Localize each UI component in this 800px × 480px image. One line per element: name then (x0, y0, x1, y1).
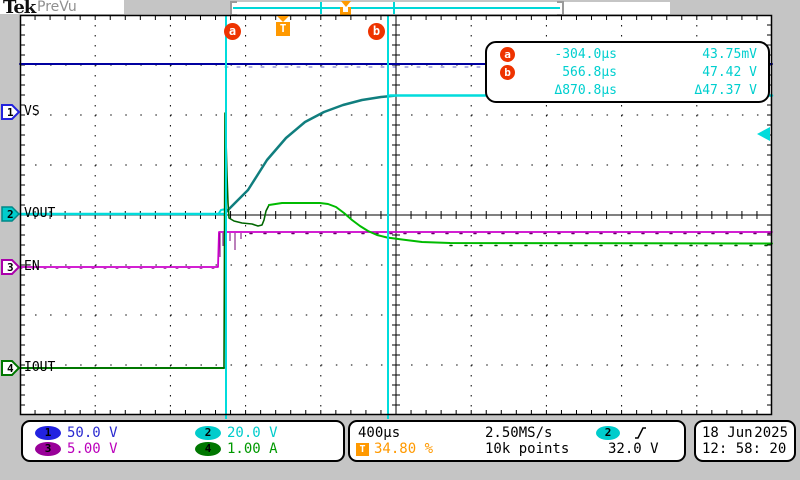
svg-text:3: 3 (7, 261, 14, 274)
svg-text:2: 2 (7, 208, 14, 221)
ch2-badge: 2 (195, 426, 221, 440)
ch3-ground-badge: 3 (1, 259, 20, 275)
tek-logo: Tek (3, 0, 36, 18)
trigger-position-icon: T (356, 443, 369, 456)
trigger-position-marker: T (276, 22, 290, 36)
trigger-source-badge: 2 (596, 426, 620, 440)
cursor-b-value: 47.42 V (702, 64, 757, 80)
timebase-scale: 400µs (358, 425, 401, 441)
date-year: 2025 (754, 425, 788, 441)
ch1-label: VS (24, 104, 40, 119)
trigger-position-percent: 34.80 % (374, 441, 434, 457)
cursor-readout-box: a -304.0µs 43.75mV b 566.8µs 47.42 V Δ87… (485, 41, 770, 103)
record-trigger-position-icon (343, 7, 348, 12)
cursor-b-badge: b (500, 64, 515, 80)
channel-scales-box: 1 50.0 V 2 20.0 V 3 5.00 V 4 1.00 A (21, 420, 345, 462)
ch2-vout-rise (224, 94, 396, 214)
record-window-right-bracket (557, 1, 564, 16)
ch1-scale: 50.0 V (67, 425, 118, 441)
horizontal-trigger-box: 400µs 2.50MS/s 2 T 34.80 % 10k points 32… (348, 420, 686, 462)
record-length: 10k points (485, 441, 570, 457)
cursor-delta-readout: Δ870.8µs Δ47.37 V (487, 81, 768, 99)
datetime-box: 18 Jun 2025 12: 58: 20 (694, 420, 796, 462)
record-cursor-a-tick (320, 2, 322, 14)
ch2-label: VOUT (24, 206, 56, 221)
cursor-b-marker: b (368, 23, 385, 40)
ch3-label: EN (24, 259, 40, 274)
sample-rate: 2.50MS/s (485, 425, 553, 441)
trigger-position-marker-icon (277, 16, 289, 22)
record-view-line (233, 7, 560, 9)
ch4-iout-on (268, 202, 773, 245)
svg-text:4: 4 (7, 362, 14, 375)
cursor-a-time: -304.0µs (554, 46, 617, 62)
clock-time: 12: 58: 20 (702, 441, 787, 457)
ch2-scale: 20.0 V (227, 425, 278, 441)
ch4-ground-badge: 4 (1, 360, 20, 376)
trigger-slope-rising-icon (635, 427, 646, 439)
cursor-b-time: 566.8µs (562, 64, 617, 80)
ch1-ground-badge: 1 (1, 104, 20, 120)
ch4-scale: 1.00 A (227, 441, 278, 457)
cursor-delta-time: Δ870.8µs (554, 82, 617, 98)
trigger-level-arrow-icon (757, 127, 770, 141)
date-day: 18 Jun (702, 425, 753, 441)
header-patch (0, 0, 124, 14)
cursor-a-readout: a -304.0µs 43.75mV (487, 45, 768, 63)
record-window-left-bracket (230, 1, 237, 16)
cursor-a-marker: a (224, 23, 241, 40)
ch4-badge: 4 (195, 442, 221, 456)
svg-text:1: 1 (7, 106, 14, 119)
cursor-a-badge: a (500, 46, 515, 62)
acquisition-mode-label: PreVu (37, 0, 77, 15)
ch3-en (19, 231, 773, 268)
trigger-level: 32.0 V (608, 441, 659, 457)
cursor-delta-value: Δ47.37 V (694, 82, 757, 98)
record-trigger-position-icon (341, 1, 351, 7)
cursor-b-readout: b 566.8µs 47.42 V (487, 63, 768, 81)
ch3-badge: 3 (35, 442, 61, 456)
record-cursor-b-tick (393, 2, 395, 14)
ch1-badge: 1 (35, 426, 61, 440)
waveform-display (18, 14, 774, 419)
ch4-label: IOUT (24, 360, 56, 375)
ch2-ground-badge: 2 (1, 206, 20, 222)
ch3-scale: 5.00 V (67, 441, 118, 457)
ch4-iout-spike (223, 112, 270, 369)
cursor-a-value: 43.75mV (702, 46, 757, 62)
